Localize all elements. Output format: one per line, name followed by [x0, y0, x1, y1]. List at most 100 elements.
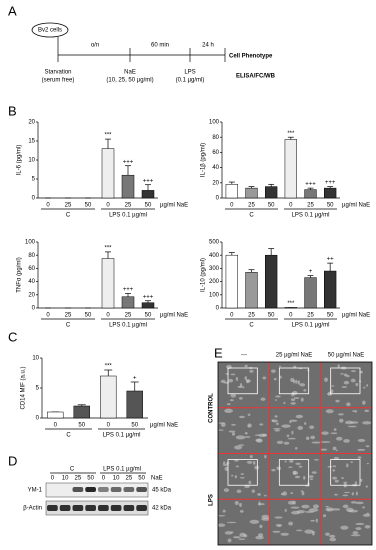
- panel-label: E: [214, 345, 223, 360]
- cell: [289, 459, 294, 463]
- column-label: 25 µg/ml NaE: [276, 353, 312, 359]
- cell: [226, 364, 232, 370]
- cell: [283, 401, 286, 405]
- annotation: ***: [104, 245, 112, 251]
- stage-name: NaE: [124, 70, 136, 76]
- group-label: LPS 0.1 µg/ml: [109, 213, 147, 219]
- stage-detail: (10, 25, 50 µg/ml): [106, 78, 153, 84]
- annotation: +++: [123, 159, 134, 165]
- cell: [249, 369, 254, 373]
- cell: [251, 489, 256, 493]
- cell: [280, 532, 289, 536]
- unit-label: µg/ml NaE: [342, 203, 370, 209]
- cell: [364, 409, 369, 412]
- cell: [311, 531, 316, 534]
- band: [85, 505, 96, 511]
- y-tick-label: 15: [28, 139, 35, 145]
- group-label: C: [66, 213, 71, 219]
- stage-name: Starvation: [44, 70, 71, 76]
- cell: [311, 471, 317, 474]
- lane-label: 10: [62, 476, 69, 482]
- cell: [308, 475, 314, 478]
- blot: [45, 482, 149, 498]
- row-label: YM-1: [28, 488, 43, 494]
- cell: [254, 465, 259, 470]
- cell: [289, 420, 292, 424]
- group-label: LPS 0.1 µg/ml: [109, 323, 147, 329]
- bar: [121, 174, 135, 199]
- cell: [217, 515, 226, 517]
- outcome-label: Cell Phenotype: [229, 54, 273, 60]
- y-tick-label: 100: [209, 120, 220, 126]
- cell: [218, 429, 224, 431]
- cell: [236, 489, 242, 494]
- cell: [331, 385, 335, 387]
- bar: [121, 296, 135, 309]
- step-label: 60 min: [151, 43, 169, 49]
- cell: [235, 465, 239, 468]
- cell: [247, 423, 252, 428]
- cell: [321, 431, 329, 435]
- lane-label: 0: [102, 476, 106, 482]
- x-tick-label: 25: [125, 203, 132, 209]
- group-label: C: [249, 323, 254, 329]
- bar: [225, 184, 238, 199]
- cell: [240, 476, 245, 479]
- y-tick-label: 20: [212, 180, 219, 186]
- cell: [218, 422, 226, 424]
- cell: [278, 365, 282, 368]
- cell: [325, 507, 334, 512]
- cell: [355, 382, 359, 387]
- y-tick-label: 40: [28, 279, 35, 285]
- cell: [259, 423, 264, 426]
- x-tick-label: 50: [78, 423, 85, 429]
- cell: [309, 425, 315, 430]
- x-tick-label: 25: [307, 203, 314, 209]
- cell: [310, 519, 316, 522]
- y-axis-label: IL-1β (pg/ml): [201, 143, 207, 177]
- cell: [357, 456, 362, 459]
- cell: [365, 485, 368, 488]
- cell: [223, 461, 226, 465]
- y-tick-label: 5: [36, 386, 40, 392]
- annotation: +: [309, 269, 313, 275]
- blot: [45, 500, 149, 516]
- x-tick-label: 0: [289, 313, 293, 319]
- lane-label: 50: [138, 476, 145, 482]
- x-tick-label: 0: [54, 423, 58, 429]
- cell: [235, 435, 246, 440]
- cell: [224, 466, 229, 471]
- y-tick-label: 20: [28, 292, 35, 298]
- cell: [310, 435, 316, 440]
- x-tick-label: 25: [65, 313, 72, 319]
- cell: [295, 462, 301, 465]
- y-tick-label: 0: [216, 196, 220, 202]
- y-axis-label: IL-10 (pg/ml): [201, 258, 207, 292]
- cell: [263, 494, 267, 497]
- x-tick-label: 50: [327, 313, 334, 319]
- cell: [276, 466, 281, 471]
- cell: [229, 399, 234, 402]
- cell: [271, 369, 276, 373]
- cell: [298, 465, 303, 468]
- cell: [274, 516, 283, 519]
- cell: [294, 447, 298, 450]
- band: [110, 505, 122, 511]
- cell: [254, 434, 262, 436]
- y-tick-label: 300: [209, 266, 220, 272]
- cell: [343, 380, 350, 385]
- unit-label: µg/ml NaE: [150, 423, 178, 429]
- cell: [343, 481, 348, 484]
- cell: [351, 370, 356, 373]
- cell: [335, 399, 340, 403]
- bar: [47, 411, 64, 419]
- cell: [355, 491, 358, 496]
- cell: [228, 430, 236, 433]
- band: [136, 505, 147, 511]
- cell: [244, 376, 248, 380]
- cell: [351, 492, 355, 496]
- cell: [249, 519, 260, 524]
- cell: [329, 534, 336, 538]
- annotation: ++: [327, 257, 335, 263]
